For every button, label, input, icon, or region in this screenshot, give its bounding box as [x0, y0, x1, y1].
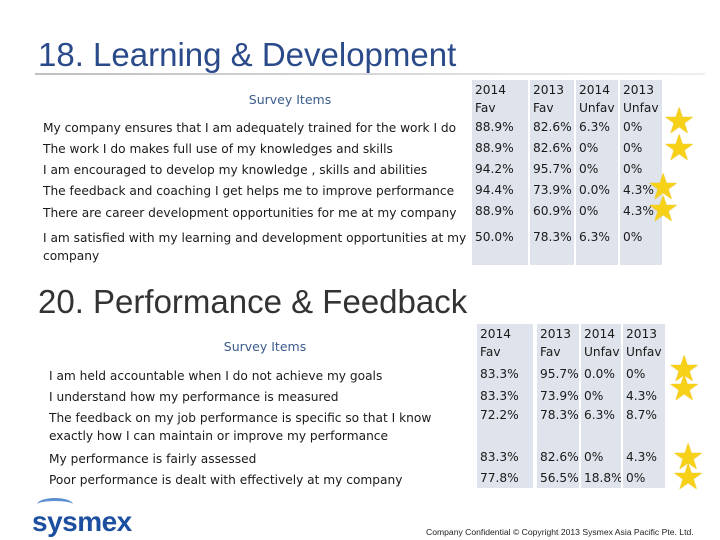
col-bg	[477, 324, 533, 488]
header-2014-fav: 2014 Fav	[475, 83, 507, 115]
sysmex-logo: sysmex	[32, 506, 132, 537]
row-unfav2013: 4.3%	[623, 183, 654, 197]
row-fav2013: 82.6%	[533, 120, 572, 134]
footer-copyright: Company Confidential © Copyright 2013 Sy…	[426, 527, 694, 537]
row-fav2013: 73.9%	[540, 389, 579, 403]
star-icon: ★	[672, 437, 705, 478]
section-title-performance: 20. Performance & Feedback	[38, 283, 468, 320]
row-fav2013: 82.6%	[533, 141, 572, 155]
row-fav2013: 56.5%	[540, 471, 579, 485]
header-2014-unfav: 2014 Unfav	[584, 327, 620, 359]
row-unfav2014: 6.3%	[579, 120, 610, 134]
section-title-learning: 18. Learning & Development	[38, 36, 457, 73]
row-fav2014: 94.4%	[475, 183, 514, 197]
row-fav2014: 88.9%	[475, 141, 514, 155]
star-icon: ★	[668, 349, 701, 390]
row-item: My company ensures that I am adequately …	[43, 121, 457, 135]
col-bg	[620, 80, 662, 265]
row-fav2013: 82.6%	[540, 450, 579, 464]
row-fav2014: 77.8%	[480, 471, 519, 485]
row-item: I am held accountable when I do not achi…	[49, 369, 383, 383]
row-unfav2014: 6.3%	[579, 230, 610, 244]
row-fav2014: 88.9%	[475, 120, 514, 134]
row-unfav2014: 0.0%	[579, 183, 610, 197]
row-unfav2013: 0%	[626, 471, 646, 485]
star-icon: ★	[647, 167, 680, 208]
row-unfav2013: 0%	[626, 367, 646, 381]
header-survey-items: Survey Items	[248, 92, 332, 107]
star-icon: ★	[672, 457, 705, 498]
row-unfav2014: 18.8%	[584, 471, 621, 485]
star-icon: ★	[663, 101, 696, 142]
row-item: Poor performance is dealt with effective…	[49, 473, 403, 487]
col-bg	[530, 80, 574, 265]
row-unfav2014: 0%	[579, 141, 599, 155]
header-survey-items: Survey Items	[223, 339, 307, 354]
header-2014-unfav: 2014 Unfav	[579, 83, 615, 115]
row-unfav2013: 0%	[623, 162, 643, 176]
row-fav2014: 50.0%	[475, 230, 514, 244]
header-2013-fav: 2013 Fav	[540, 327, 572, 359]
row-unfav2013: 0%	[623, 230, 643, 244]
row-fav2013: 78.3%	[540, 408, 579, 422]
col-bg	[581, 324, 621, 488]
row-unfav2014: 0%	[579, 204, 599, 218]
row-fav2013: 73.9%	[533, 183, 572, 197]
header-2013-unfav: 2013 Unfav	[626, 327, 662, 359]
row-fav2014: 94.2%	[475, 162, 514, 176]
col-bg	[537, 324, 579, 488]
row-unfav2013: 4.3%	[623, 204, 654, 218]
row-item: The work I do makes full use of my knowl…	[43, 142, 393, 156]
col-bg	[623, 324, 665, 488]
row-unfav2014: 6.3%	[584, 408, 615, 422]
header-2014-fav: 2014 Fav	[480, 327, 512, 359]
row-unfav2014: 0%	[584, 389, 604, 403]
row-item: There are career development opportuniti…	[43, 206, 457, 220]
row-item: I understand how my performance is measu…	[49, 390, 339, 404]
col-bg	[472, 80, 528, 265]
row-item: I am encouraged to develop my knowledge …	[43, 163, 428, 177]
row-unfav2013: 4.3%	[626, 450, 657, 464]
row-fav2013: 60.9%	[533, 204, 572, 218]
logo-swoosh	[37, 498, 73, 511]
star-icon: ★	[668, 368, 701, 409]
row-fav2014: 72.2%	[480, 408, 519, 422]
row-unfav2013: 0%	[623, 141, 643, 155]
row-fav2013: 95.7%	[533, 162, 572, 176]
row-unfav2014: 0%	[584, 450, 604, 464]
row-unfav2013: 8.7%	[626, 408, 657, 422]
row-unfav2014: 0%	[579, 162, 599, 176]
col-bg	[576, 80, 618, 265]
row-item: My performance is fairly assessed	[49, 452, 257, 466]
row-fav2014: 83.3%	[480, 389, 519, 403]
row-fav2014: 83.3%	[480, 450, 519, 464]
row-unfav2013: 4.3%	[626, 389, 657, 403]
star-icon: ★	[663, 128, 696, 169]
row-fav2014: 88.9%	[475, 204, 514, 218]
star-icon: ★	[647, 189, 680, 230]
row-item: The feedback and coaching I get helps me…	[43, 184, 455, 198]
row-fav2013: 78.3%	[533, 230, 572, 244]
row-fav2014: 83.3%	[480, 367, 519, 381]
row-unfav2014: 0.0%	[584, 367, 615, 381]
title-divider	[35, 73, 705, 75]
header-2013-unfav: 2013 Unfav	[623, 83, 659, 115]
row-unfav2013: 0%	[623, 120, 643, 134]
row-fav2013: 95.7%	[540, 367, 579, 381]
row-item: The feedback on my job performance is sp…	[49, 411, 432, 443]
row-item: I am satisfied with my learning and deve…	[43, 231, 467, 263]
header-2013-fav: 2013 Fav	[533, 83, 565, 115]
